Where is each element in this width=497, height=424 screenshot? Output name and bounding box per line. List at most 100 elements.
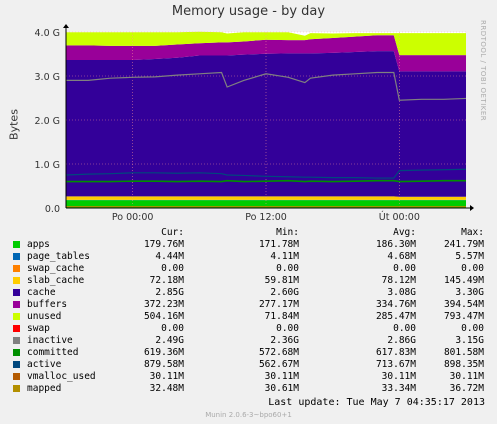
legend-name: vmalloc_used — [27, 371, 96, 382]
legend-name: active — [27, 359, 62, 370]
area-cache — [66, 51, 466, 197]
legend-value-max: 145.49M — [443, 275, 484, 286]
legend-name: buffers — [27, 299, 68, 310]
line-active — [65, 168, 467, 179]
legend-value-min: 2.60G — [270, 287, 299, 298]
legend-value-min: 2.36G — [270, 335, 299, 346]
legend-value-max: 5.57M — [455, 251, 484, 262]
legend-value-avg: 0.00 — [393, 263, 416, 274]
legend-value-min: 562.67M — [258, 359, 299, 370]
legend-swatch — [13, 385, 20, 392]
legend-value-min: 30.11M — [264, 371, 299, 382]
y-tick-label: 3.0 G — [35, 72, 61, 83]
y-tick-label: 1.0 G — [35, 160, 61, 171]
legend-row-mapped: mapped 32.48M 30.61M 33.34M 36.72M — [0, 383, 497, 395]
legend-row-unused: unused 504.16M 71.84M 285.47M 793.47M — [0, 311, 497, 323]
legend-value-cur: 0.00 — [161, 263, 184, 274]
legend-value-cur: 72.18M — [149, 275, 184, 286]
legend-name: swap — [27, 323, 50, 334]
legend-value-max: 898.35M — [443, 359, 484, 370]
legend-swatch — [13, 253, 20, 260]
legend-row-vmalloc-used: vmalloc_used 30.11M 30.11M 30.11M 30.11M — [0, 371, 497, 383]
legend-value-max: 3.30G — [455, 287, 484, 298]
legend-value-cur: 30.11M — [149, 371, 184, 382]
legend-swatch — [13, 301, 20, 308]
legend-row-inactive: inactive 2.49G 2.36G 2.86G 3.15G — [0, 335, 497, 347]
legend-row-buffers: buffers 372.23M 277.17M 334.76M 394.54M — [0, 299, 497, 311]
legend-value-avg: 2.86G — [387, 335, 416, 346]
chart-title: Memory usage - by day — [171, 4, 326, 19]
memory-chart: 0.0 1.0 G 2.0 G 3.0 G 4.0 G Po 00:00 Po 12:00 Ú… — [35, 24, 474, 223]
legend-value-cur: 2.85G — [155, 287, 184, 298]
legend-value-min: 171.78M — [258, 239, 299, 250]
legend-header-avg: Avg: — [393, 227, 416, 238]
legend-name: page_tables — [27, 251, 90, 262]
legend-value-min: 0.00 — [276, 323, 299, 334]
legend-name: slab_cache — [27, 275, 85, 286]
legend-header-min: Min: — [276, 227, 299, 238]
legend-value-max: 241.79M — [443, 239, 484, 250]
area-apps — [66, 200, 466, 208]
legend-value-cur: 879.58M — [143, 359, 184, 370]
legend-swatch — [13, 361, 20, 368]
legend-value-avg: 78.12M — [381, 275, 416, 286]
legend-header-max: Max: — [461, 227, 484, 238]
legend-swatch — [13, 241, 20, 248]
legend-value-min: 4.11M — [270, 251, 299, 262]
legend-row-cache: cache 2.85G 2.60G 3.08G 3.30G — [0, 287, 497, 299]
x-tick-label: Po 00:00 — [112, 212, 154, 223]
area-unused — [66, 31, 466, 56]
y-tick-label: 2.0 G — [35, 116, 61, 127]
legend-value-cur: 0.00 — [161, 323, 184, 334]
y-tick-label: 4.0 G — [35, 28, 61, 39]
legend-value-cur: 504.16M — [143, 311, 184, 322]
legend-row-apps: apps 179.76M 171.78M 186.30M 241.79M — [0, 239, 497, 251]
munin-version: Munin 2.0.6-3~bpo60+1 — [205, 411, 292, 419]
y-axis-arrow — [63, 24, 69, 28]
legend-value-min: 277.17M — [258, 299, 299, 310]
legend-swatch — [13, 313, 20, 320]
legend-value-cur: 2.49G — [155, 335, 184, 346]
last-update: Last update: Tue May 7 04:35:17 2013 — [268, 397, 485, 408]
legend-row-slab-cache: slab_cache 72.18M 59.81M 78.12M 145.49M — [0, 275, 497, 287]
legend-value-avg: 3.08G — [387, 287, 416, 298]
legend-swatch — [13, 373, 20, 380]
legend-swatch — [13, 349, 20, 356]
legend-row-committed: committed 619.36M 572.68M 617.83M 801.58M — [0, 347, 497, 359]
line-inactive — [66, 71, 467, 101]
legend-row-page-tables: page_tables 4.44M 4.11M 4.68M 5.57M — [0, 251, 497, 263]
legend-value-avg: 285.47M — [375, 311, 416, 322]
rrdtool-watermark: RRDTOOL / TOBI OETIKER — [479, 20, 487, 122]
legend-value-avg: 30.11M — [381, 371, 416, 382]
legend-value-max: 801.58M — [443, 347, 484, 358]
line-committed — [66, 179, 466, 183]
legend-value-cur: 32.48M — [149, 383, 184, 394]
legend-value-avg: 0.00 — [393, 323, 416, 334]
legend-name: inactive — [27, 335, 73, 346]
legend-value-max: 0.00 — [461, 263, 484, 274]
legend-name: swap_cache — [27, 263, 85, 274]
legend-header-cur: Cur: — [161, 227, 184, 238]
legend-row-active: active 879.58M 562.67M 713.67M 898.35M — [0, 359, 497, 371]
legend-value-min: 59.81M — [264, 275, 299, 286]
legend-value-min: 572.68M — [258, 347, 299, 358]
legend-value-avg: 617.83M — [375, 347, 416, 358]
legend-swatch — [13, 325, 20, 332]
legend-value-max: 394.54M — [443, 299, 484, 310]
legend-name: unused — [27, 311, 62, 322]
legend-name: apps — [27, 239, 50, 250]
legend-value-cur: 179.76M — [143, 239, 184, 250]
legend-name: mapped — [27, 383, 62, 394]
y-tick-label: 0.0 — [45, 204, 60, 215]
legend-swatch — [13, 277, 20, 284]
legend-value-min: 0.00 — [276, 263, 299, 274]
legend-value-max: 30.11M — [449, 371, 484, 382]
legend-row-swap: swap 0.00 0.00 0.00 0.00 — [0, 323, 497, 335]
legend-value-avg: 713.67M — [375, 359, 416, 370]
legend-value-cur: 372.23M — [143, 299, 184, 310]
legend-value-max: 0.00 — [461, 323, 484, 334]
legend-value-avg: 33.34M — [381, 383, 416, 394]
area-slab-cache — [66, 196, 466, 200]
legend-value-avg: 186.30M — [375, 239, 416, 250]
